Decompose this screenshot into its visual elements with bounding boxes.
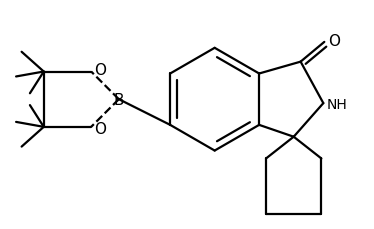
Text: NH: NH <box>326 98 347 112</box>
Text: O: O <box>328 34 340 49</box>
Text: B: B <box>114 92 124 107</box>
Text: O: O <box>94 122 106 137</box>
Text: O: O <box>94 63 106 78</box>
